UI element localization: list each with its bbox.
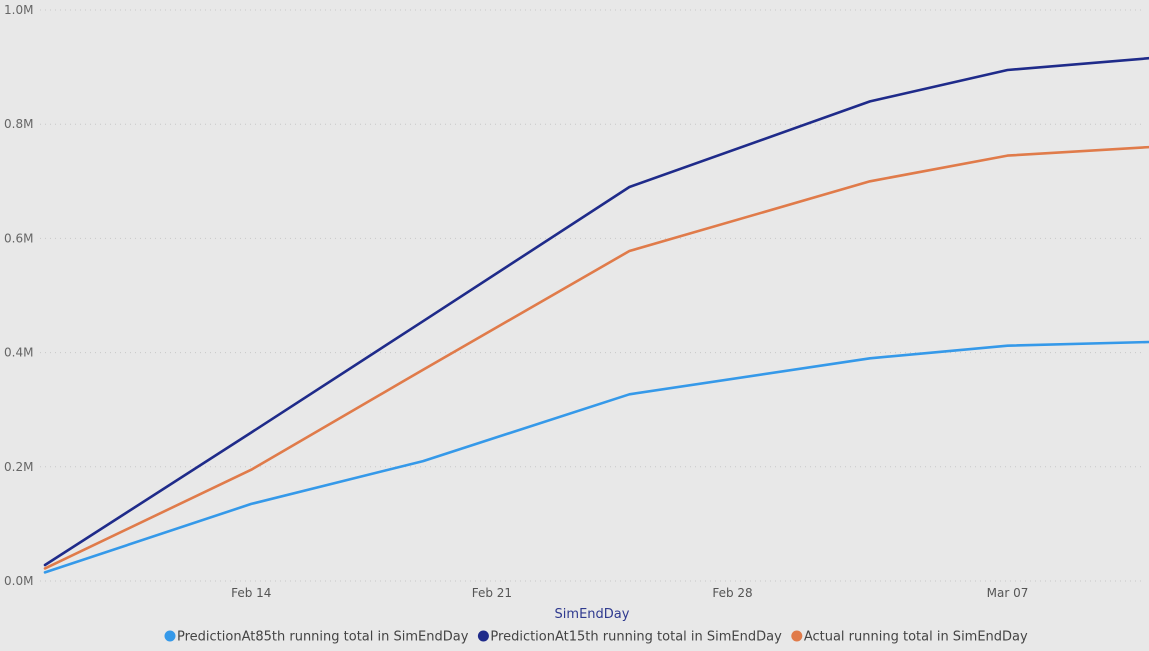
legend-label: Actual running total in SimEndDay xyxy=(804,630,1028,645)
y-tick-label: 0.2M xyxy=(4,460,33,474)
series-line-1 xyxy=(43,340,1149,574)
legend: PredictionAt85th running total in SimEnd… xyxy=(164,630,1028,645)
legend-marker xyxy=(477,630,489,642)
y-tick-label: 0.4M xyxy=(4,346,33,360)
x-tick-label: Feb 14 xyxy=(231,586,271,600)
x-axis: Feb 14 Feb 21 Feb 28 Mar 07 xyxy=(231,586,1028,600)
x-tick-label: Mar 07 xyxy=(987,586,1029,600)
y-axis: 0.0M 0.2M 0.4M 0.6M 0.8M 1.0M xyxy=(4,3,33,588)
y-tick-label: 0.0M xyxy=(4,574,33,588)
gridlines xyxy=(40,9,1145,582)
x-tick-label: Feb 21 xyxy=(472,586,512,600)
legend-marker xyxy=(791,630,803,642)
y-tick-label: 0.6M xyxy=(4,231,33,245)
legend-label: PredictionAt85th running total in SimEnd… xyxy=(177,630,469,645)
series-line-3 xyxy=(43,145,1149,570)
legend-marker xyxy=(164,630,176,642)
x-axis-label: SimEndDay xyxy=(555,607,630,622)
x-tick-label: Feb 28 xyxy=(712,586,752,600)
y-tick-label: 0.8M xyxy=(4,117,33,131)
series-lines xyxy=(43,56,1149,574)
legend-label: PredictionAt15th running total in SimEnd… xyxy=(490,630,782,645)
y-tick-label: 1.0M xyxy=(4,3,33,17)
series-line-2 xyxy=(43,56,1149,567)
